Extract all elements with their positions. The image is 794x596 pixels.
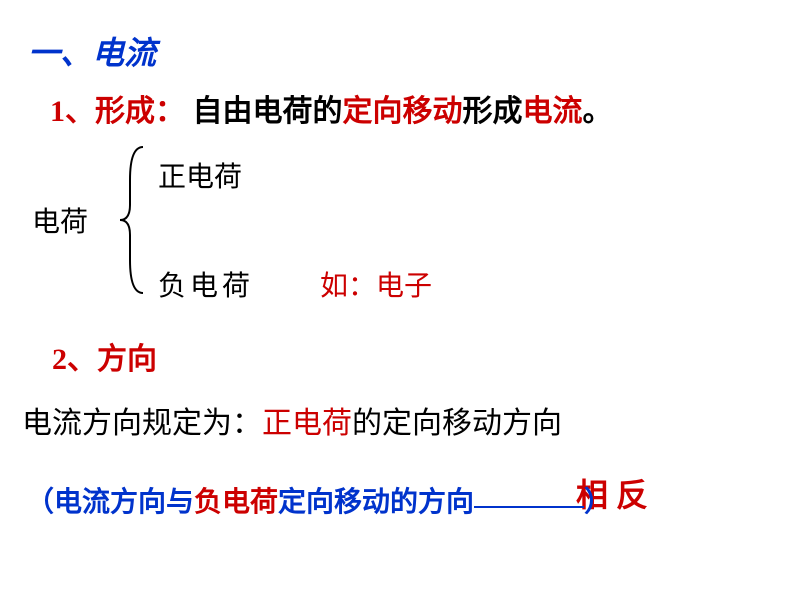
formation-text-part1: 自由电荷的 bbox=[193, 95, 343, 128]
brace-icon bbox=[118, 145, 148, 295]
blank-underline bbox=[474, 506, 584, 508]
formation-text-part2: 形成 bbox=[463, 95, 523, 128]
formation-keyword1: 定向移动 bbox=[343, 95, 463, 128]
section-heading: 一、电流 bbox=[28, 28, 156, 74]
direction-def-prefix: 电流方向规定为： bbox=[22, 407, 262, 440]
formation-keyword2: 电流 bbox=[523, 95, 583, 128]
formation-period: 。 bbox=[583, 95, 613, 128]
formation-line: 1、形成： 自由电荷的定向移动形成电流。 bbox=[50, 86, 613, 130]
direction-def-keyword: 正电荷 bbox=[262, 407, 352, 440]
note-middle: 定向移动的方向 bbox=[278, 487, 474, 518]
direction-definition: 电流方向规定为：正电荷的定向移动方向 bbox=[22, 398, 562, 442]
direction-heading: 2、方向 bbox=[52, 334, 157, 378]
direction-def-suffix: 的定向移动方向 bbox=[352, 407, 562, 440]
note-prefix: （电流方向与 bbox=[26, 487, 194, 518]
note-keyword: 负电荷 bbox=[194, 487, 278, 518]
direction-note: （电流方向与负电荷定向移动的方向 ） bbox=[26, 480, 612, 520]
negative-charge-text: 负电荷 bbox=[158, 264, 254, 304]
positive-charge-text: 正电荷 bbox=[158, 155, 242, 195]
note-close: ） bbox=[584, 487, 612, 518]
electron-example-text: 如：电子 bbox=[320, 264, 432, 304]
formation-number: 1、形成： bbox=[50, 95, 185, 128]
charge-label: 电荷 bbox=[32, 200, 88, 240]
